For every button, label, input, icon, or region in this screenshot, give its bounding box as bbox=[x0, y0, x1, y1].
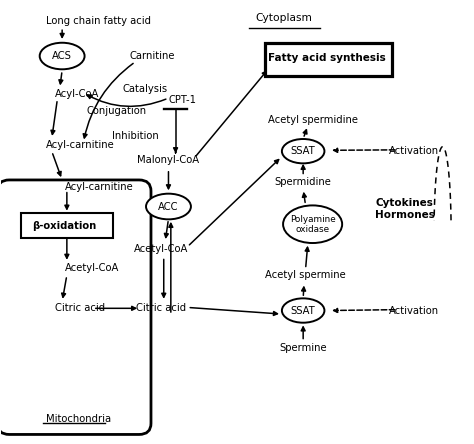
Text: β-oxidation: β-oxidation bbox=[32, 222, 97, 231]
Text: Acetyl-CoA: Acetyl-CoA bbox=[134, 244, 189, 254]
Ellipse shape bbox=[282, 139, 324, 163]
Text: Conjugation: Conjugation bbox=[86, 107, 146, 116]
Ellipse shape bbox=[283, 206, 342, 243]
Text: ACC: ACC bbox=[158, 202, 179, 211]
Text: Long chain fatty acid: Long chain fatty acid bbox=[46, 16, 151, 26]
Text: Acyl-carnitine: Acyl-carnitine bbox=[64, 182, 133, 192]
Text: Spermine: Spermine bbox=[279, 343, 327, 353]
Text: ACS: ACS bbox=[52, 51, 72, 61]
Text: Acetyl spermine: Acetyl spermine bbox=[265, 270, 346, 280]
Text: Activation: Activation bbox=[389, 305, 439, 316]
Text: Inhibition: Inhibition bbox=[112, 131, 159, 141]
Text: Citric acid: Citric acid bbox=[137, 303, 186, 313]
Text: SSAT: SSAT bbox=[291, 305, 316, 316]
Text: Fatty acid synthesis: Fatty acid synthesis bbox=[268, 53, 386, 63]
Text: Cytokines
Hormones: Cytokines Hormones bbox=[375, 198, 435, 219]
FancyBboxPatch shape bbox=[0, 180, 151, 434]
Text: Cytoplasm: Cytoplasm bbox=[256, 13, 313, 24]
Text: Polyamine
oxidase: Polyamine oxidase bbox=[290, 214, 336, 234]
Text: SSAT: SSAT bbox=[291, 146, 316, 156]
Text: Acetyl spermidine: Acetyl spermidine bbox=[268, 115, 357, 125]
Text: Catalysis: Catalysis bbox=[122, 84, 167, 94]
FancyBboxPatch shape bbox=[265, 43, 392, 76]
Ellipse shape bbox=[146, 194, 191, 219]
FancyBboxPatch shape bbox=[21, 213, 113, 238]
Text: Acyl-CoA: Acyl-CoA bbox=[55, 89, 100, 99]
Text: Spermidine: Spermidine bbox=[275, 177, 332, 187]
Text: Mitochondria: Mitochondria bbox=[46, 414, 111, 424]
Text: Acyl-carnitine: Acyl-carnitine bbox=[46, 139, 114, 150]
Text: Carnitine: Carnitine bbox=[129, 51, 175, 61]
Ellipse shape bbox=[40, 43, 84, 69]
Ellipse shape bbox=[282, 298, 324, 323]
Text: Malonyl-CoA: Malonyl-CoA bbox=[137, 155, 200, 165]
Text: Acetyl-CoA: Acetyl-CoA bbox=[64, 263, 119, 274]
Text: CPT-1: CPT-1 bbox=[169, 95, 197, 105]
Text: Activation: Activation bbox=[389, 146, 439, 156]
Text: Citric acid: Citric acid bbox=[55, 303, 105, 313]
